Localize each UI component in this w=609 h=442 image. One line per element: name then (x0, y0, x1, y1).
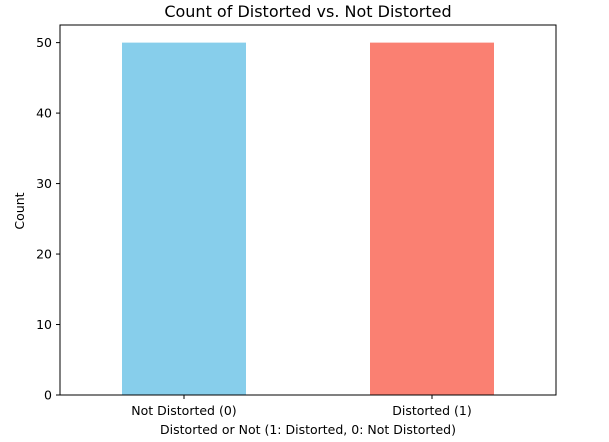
y-tick-label-1: 10 (36, 317, 52, 332)
y-tick-label-3: 30 (36, 176, 52, 191)
x-axis-label: Distorted or Not (1: Distorted, 0: Not D… (160, 422, 456, 437)
x-tick-label-1: Distorted (1) (392, 403, 472, 418)
bars-layer (122, 42, 494, 395)
y-tick-label-0: 0 (44, 388, 52, 403)
y-tick-label-2: 20 (36, 247, 52, 262)
y-axis-label: Count (12, 192, 27, 229)
x-tick-label-0: Not Distorted (0) (131, 403, 236, 418)
chart-title: Count of Distorted vs. Not Distorted (164, 2, 451, 21)
y-axis-ticks: 0 10 20 30 40 50 (36, 35, 60, 403)
y-tick-label-4: 40 (36, 106, 52, 121)
plot-frame (59, 24, 557, 396)
x-axis-ticks: Not Distorted (0) Distorted (1) (131, 395, 472, 418)
bar-1 (370, 42, 494, 395)
y-tick-label-5: 50 (36, 35, 52, 50)
bar-0 (122, 42, 246, 395)
